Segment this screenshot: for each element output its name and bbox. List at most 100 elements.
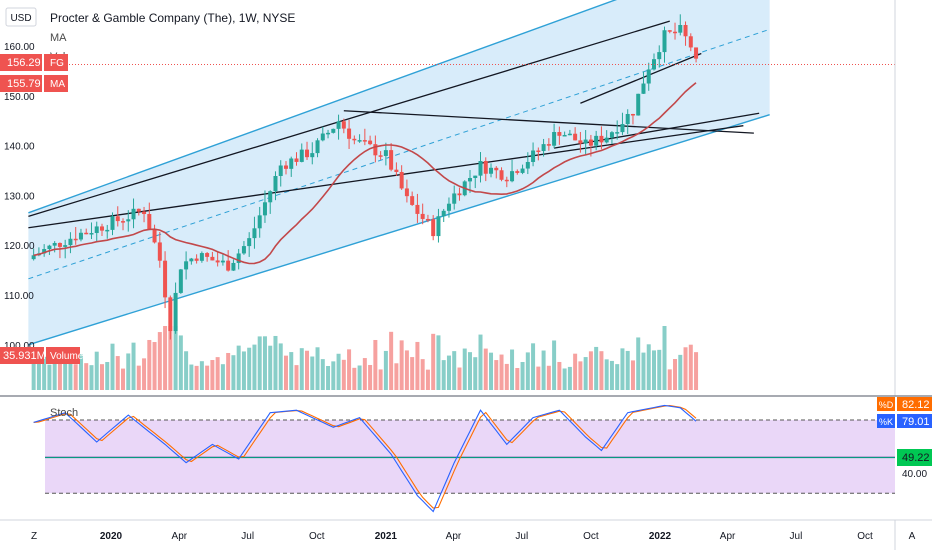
candle-body: [667, 30, 672, 32]
channel-upper-line[interactable]: [28, 0, 769, 214]
time-tick-label: 2020: [100, 531, 123, 542]
volume-bar: [536, 366, 541, 390]
zoom-button[interactable]: Z: [31, 531, 37, 542]
ma-tag: MA: [50, 79, 65, 90]
candle-body: [57, 242, 62, 247]
volume-bar: [42, 356, 47, 390]
volume-bar: [489, 352, 494, 390]
candle-body: [615, 132, 620, 134]
candle-body: [657, 52, 662, 60]
candlestick-series: [31, 14, 699, 340]
candle-body: [73, 238, 78, 241]
volume-bar: [531, 343, 536, 390]
volume-bar: [441, 360, 446, 390]
trendlines[interactable]: [28, 20, 760, 229]
volume-bar: [89, 365, 94, 390]
volume-bar: [636, 337, 641, 390]
candle-body: [567, 133, 572, 136]
volume-bar: [294, 365, 299, 390]
candle-body: [688, 36, 693, 48]
candle-body: [609, 132, 614, 138]
candle-body: [520, 168, 525, 173]
candle-body: [573, 133, 578, 141]
volume-bar: [36, 360, 41, 390]
price-pane[interactable]: [28, 0, 895, 390]
candle-body: [215, 260, 220, 263]
volume-bar: [147, 339, 152, 390]
volume-bar: [121, 368, 126, 390]
time-tick-label: Apr: [446, 531, 462, 542]
candle-body: [404, 188, 409, 197]
volume-bar: [220, 364, 225, 390]
candle-body: [552, 132, 557, 146]
volume-bar: [184, 351, 189, 390]
time-axis[interactable]: 2020 Apr Jul Oct 2021 Apr Jul Oct 2022 Apr Jul Oct: [100, 531, 873, 542]
price-tick-label: 160.00: [4, 42, 35, 53]
price-axis[interactable]: 160.00 150.00 140.00 130.00 120.00 110.00 100.…: [4, 0, 932, 396]
volume-tag: Volume: [50, 351, 84, 362]
volume-bar: [257, 336, 262, 390]
volume-bar: [462, 348, 467, 390]
stoch-k-tag-bg: [877, 414, 895, 428]
volume-bar: [552, 340, 557, 390]
candle-body: [467, 178, 472, 182]
candle-body: [646, 69, 651, 84]
stoch-d-value-bg: [897, 397, 932, 411]
time-tick-label: Oct: [309, 531, 325, 542]
volume-bar: [341, 359, 346, 390]
channel-lower-line[interactable]: [28, 114, 770, 346]
candle-body: [241, 246, 246, 254]
volume-bar: [136, 365, 141, 390]
candle-body: [199, 253, 204, 261]
volume-bar: [457, 367, 462, 390]
volume-bar: [68, 355, 73, 390]
candle-body: [368, 140, 373, 145]
currency-badge[interactable]: [5, 7, 37, 27]
volume-bar: [630, 360, 635, 390]
last-price-source: FG: [50, 58, 64, 69]
candle-body: [142, 211, 147, 215]
candle-body: [236, 253, 241, 263]
volume-bar: [368, 364, 373, 390]
candle-body: [299, 149, 304, 162]
volume-bar: [452, 351, 457, 390]
volume-bar: [252, 344, 257, 390]
currency-label[interactable]: USD: [10, 13, 31, 24]
candle-body: [588, 139, 593, 146]
volume-bar: [57, 353, 62, 390]
stoch-legend[interactable]: Stoch: [50, 407, 78, 419]
candle-body: [147, 214, 152, 230]
stochastic-pane[interactable]: [33, 404, 895, 513]
price-axis-bg: [895, 0, 932, 396]
volume-bar: [215, 357, 220, 390]
auto-scale-button[interactable]: A: [909, 531, 916, 542]
candle-body: [452, 193, 457, 204]
candle-body: [504, 179, 509, 182]
candle-body: [630, 113, 635, 116]
stoch-d-value: 82.12: [902, 399, 930, 411]
volume-value: 35.931M: [3, 350, 46, 362]
volume-bar: [289, 352, 294, 390]
candle-body: [352, 138, 357, 141]
candle-body: [226, 260, 231, 271]
price-tick-label: 150.00: [4, 92, 35, 103]
time-tick-label: Apr: [172, 531, 188, 542]
volume-bar: [199, 361, 204, 390]
trendline: [343, 110, 754, 134]
trendline: [553, 112, 760, 149]
candle-body: [399, 171, 404, 189]
volume-bar: [262, 336, 267, 390]
volume-bar: [383, 350, 388, 390]
candle-body: [168, 297, 173, 332]
volume-bar: [651, 350, 656, 390]
ma-legend[interactable]: MA: [50, 32, 67, 44]
volume-bar: [499, 354, 504, 390]
candle-body: [210, 256, 215, 261]
volume-bar: [63, 363, 68, 390]
volume-bar: [168, 326, 173, 390]
candle-body: [47, 245, 52, 250]
volume-bar: [52, 362, 57, 390]
time-tick-label: 2021: [375, 531, 398, 542]
